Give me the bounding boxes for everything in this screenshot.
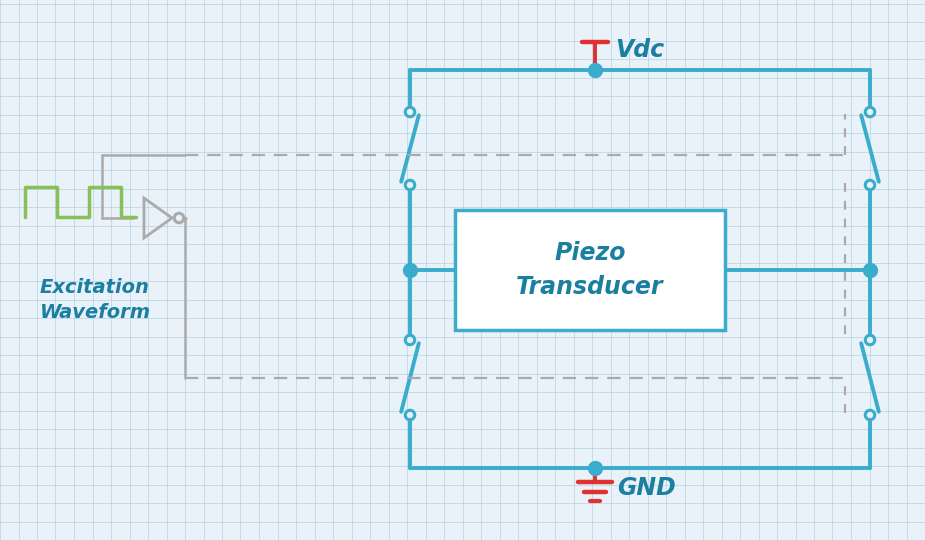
Circle shape (405, 335, 414, 345)
FancyBboxPatch shape (455, 210, 725, 330)
Circle shape (405, 107, 414, 117)
Circle shape (174, 213, 184, 222)
Text: GND: GND (617, 476, 676, 500)
Circle shape (865, 180, 875, 190)
Text: Excitation
Waveform: Excitation Waveform (40, 278, 151, 322)
Circle shape (865, 410, 875, 420)
Circle shape (405, 180, 414, 190)
Text: Piezo
Transducer: Piezo Transducer (516, 241, 664, 299)
Circle shape (865, 107, 875, 117)
Text: Vdc: Vdc (615, 38, 664, 62)
Circle shape (865, 335, 875, 345)
Circle shape (405, 410, 414, 420)
